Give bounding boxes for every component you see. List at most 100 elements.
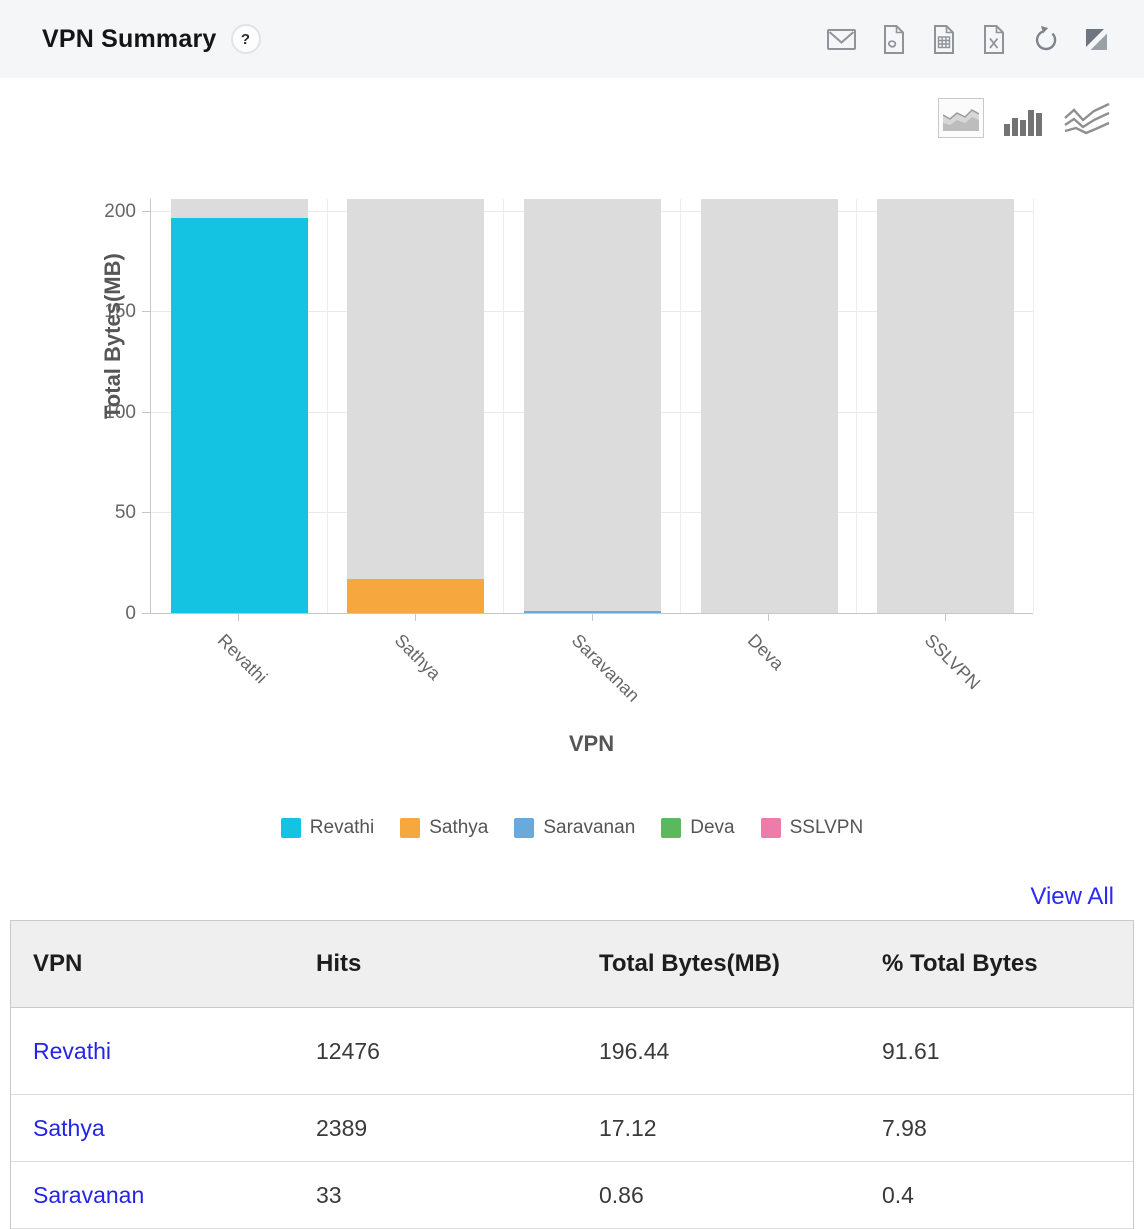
table-cell: 33 (316, 1181, 342, 1208)
vpn-link[interactable]: Saravanan (33, 1181, 145, 1208)
legend-swatch (280, 818, 301, 838)
y-tick-mark (142, 512, 150, 514)
gridline (503, 199, 505, 613)
table-cell: 17.12 (599, 1114, 657, 1141)
gridline (856, 199, 858, 613)
legend-swatch (400, 818, 421, 838)
y-axis-title: Total Bytes(MB) (99, 253, 125, 419)
widget-header: VPN Summary ? (0, 0, 1144, 78)
line-chart-icon (1064, 102, 1110, 134)
table-cell: 91.61 (882, 1037, 940, 1064)
x-axis: Revathi Sathya Saravanan Deva SSLVPN (150, 614, 1033, 744)
plot-area (150, 199, 1034, 614)
table-cell: Revathi (11, 1038, 294, 1065)
bar-sathya[interactable] (347, 578, 485, 613)
table-cell: Sathya (11, 1115, 294, 1142)
help-label: ? (240, 30, 251, 48)
x-category-label: Saravanan (567, 630, 644, 706)
legend-label: SSLVPN (789, 817, 864, 838)
x-category-label: SSLVPN (920, 630, 984, 694)
y-tick-label: 150 (104, 301, 136, 323)
y-tick-label: 200 (104, 200, 136, 222)
help-button[interactable]: ? (230, 24, 261, 54)
legend-swatch (760, 818, 781, 838)
legend-item-sslvpn[interactable]: SSLVPN (760, 817, 864, 839)
export-excel-icon (984, 24, 1004, 54)
vpn-link[interactable]: Revathi (33, 1037, 111, 1064)
legend-label: Sathya (429, 817, 489, 838)
x-tick-mark (768, 614, 770, 621)
legend-item-deva[interactable]: Deva (661, 817, 735, 839)
view-all-link[interactable]: View All (1030, 883, 1114, 910)
y-tick-label: 100 (104, 401, 136, 423)
bar-chart-button[interactable] (1004, 101, 1044, 136)
x-tick-mark (238, 614, 240, 621)
legend-item-saravanan[interactable]: Saravanan (514, 817, 635, 839)
chart-legend: Revathi Sathya Saravanan Deva SSLVPN (0, 817, 1144, 839)
table-row: Saravanan 33 0.86 0.4 (11, 1162, 1133, 1229)
page-title: VPN Summary (42, 24, 217, 53)
legend-swatch (661, 818, 682, 838)
export-excel-button[interactable] (980, 24, 1007, 55)
x-category-label: Revathi (214, 630, 272, 688)
legend-label: Deva (690, 817, 735, 838)
x-category-label: Sathya (390, 630, 445, 684)
bar-saravanan[interactable] (524, 611, 661, 613)
legend-label: Saravanan (543, 817, 636, 838)
table-header-cell: % Total Bytes (882, 950, 1038, 977)
table-cell: 2389 (316, 1114, 368, 1141)
export-toolbar (826, 23, 1108, 55)
y-tick-label: 50 (114, 502, 136, 524)
export-csv-button[interactable] (930, 24, 957, 55)
legend-swatch (514, 818, 535, 838)
legend-label: Revathi (309, 817, 375, 838)
table-header-cell: VPN (33, 950, 83, 977)
y-tick-mark (142, 411, 150, 413)
table-cell: 196.44 (599, 1037, 670, 1064)
table-cell: 0.4 (882, 1181, 914, 1208)
y-tick-mark (142, 613, 150, 614)
collapse-widget-button[interactable] (1085, 28, 1108, 51)
bar-chart: 0 50 100 150 200 (0, 199, 1144, 624)
table-cell: 12476 (316, 1037, 380, 1064)
table-cell: 0.86 (599, 1181, 644, 1208)
export-pdf-icon (884, 24, 904, 54)
email-icon (827, 29, 856, 50)
gridline (679, 199, 681, 613)
bar-track-deva (700, 199, 838, 613)
export-pdf-button[interactable] (880, 24, 907, 55)
export-csv-icon (934, 24, 954, 54)
legend-item-sathya[interactable]: Sathya (400, 817, 488, 839)
table-cell: 7.98 (882, 1114, 927, 1141)
vpn-link[interactable]: Sathya (33, 1114, 105, 1141)
bar-chart-icon (1004, 109, 1042, 136)
table-cell: Saravanan (11, 1182, 294, 1209)
y-tick-mark (142, 210, 150, 212)
bar-revathi[interactable] (170, 217, 308, 613)
x-tick-mark (944, 614, 946, 621)
table-body: Revathi 12476 196.44 91.61 Sathya 2389 17.12 7.… (11, 1008, 1133, 1229)
bar-track-sathya (347, 199, 485, 613)
table-row: Revathi 12476 196.44 91.61 (11, 1008, 1133, 1095)
x-tick-mark (414, 614, 416, 621)
area-chart-icon (943, 109, 979, 131)
bar-track-saravanan (524, 199, 661, 613)
y-tick-mark (142, 311, 150, 313)
table-header-row: VPN Hits Total Bytes(MB) % Total Bytes (11, 921, 1133, 1008)
refresh-button[interactable] (1030, 23, 1062, 55)
vpn-table: VPN Hits Total Bytes(MB) % Total Bytes Reva… (10, 920, 1134, 1229)
chart-type-switcher (938, 98, 1110, 138)
table-header-cell: Total Bytes(MB) (599, 950, 780, 977)
table-row: Sathya 2389 17.12 7.98 (11, 1095, 1133, 1162)
legend-item-revathi[interactable]: Revathi (280, 817, 375, 839)
x-axis-title: VPN (568, 731, 615, 756)
area-chart-button[interactable] (938, 98, 984, 138)
gridline (326, 199, 328, 613)
table-header-cell: Hits (316, 950, 362, 977)
gridline (1033, 199, 1034, 613)
line-chart-button[interactable] (1064, 102, 1110, 135)
refresh-icon (1035, 26, 1057, 51)
collapse-widget-icon (1086, 28, 1107, 50)
email-button[interactable] (826, 26, 857, 52)
bar-track-sslvpn (877, 199, 1015, 613)
